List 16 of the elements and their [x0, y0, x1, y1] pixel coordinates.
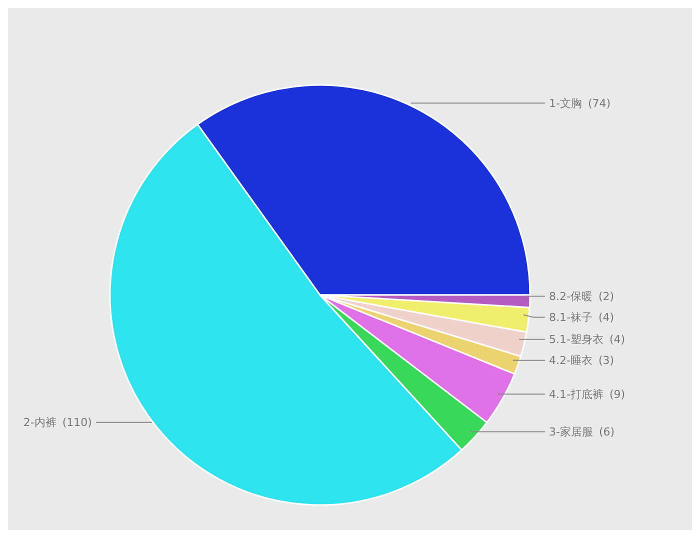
slice-label: 5.1-塑身衣	[549, 333, 604, 346]
slice-label: 2-内裤	[23, 416, 56, 430]
slice-label: 1-文胸	[549, 97, 582, 110]
data-label: (4)	[609, 333, 626, 346]
data-label: (110)	[62, 416, 92, 430]
slice-label: 8.1-袜子	[549, 311, 592, 324]
data-label: (4)	[598, 311, 614, 324]
slice-label: 4.2-睡衣	[549, 354, 592, 368]
data-label: (3)	[598, 354, 614, 368]
data-label: (9)	[609, 388, 626, 401]
data-label: (74)	[588, 97, 611, 110]
slice-label: 8.2-保暖	[549, 290, 592, 304]
slice-label: 3-家居服	[549, 426, 593, 439]
slice-label: 4.1-打底裤	[549, 388, 604, 401]
data-label: (6)	[598, 426, 615, 439]
data-label: (2)	[598, 290, 614, 304]
